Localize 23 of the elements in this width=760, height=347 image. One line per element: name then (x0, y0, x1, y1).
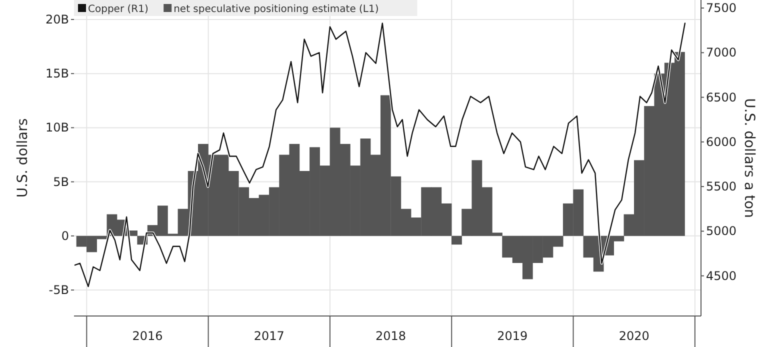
y2-tick-label: 5500 (706, 180, 737, 194)
line-series (74, 22, 686, 288)
x-tick-label: 2017 (254, 329, 284, 343)
y2-tick-label: 7500 (706, 1, 737, 16)
y-tick-label: 20B (45, 12, 69, 26)
x-tick-label: 2018 (376, 329, 406, 343)
y2-tick-label: 6500 (706, 90, 737, 104)
y-tick-label: 15B (45, 66, 69, 81)
x-tick-label: 2016 (132, 329, 163, 343)
y2-tick-label: 4500 (706, 268, 737, 283)
y2-tick-label: 7000 (706, 46, 737, 60)
y2-tick-label: 5000 (706, 224, 737, 238)
x-tick-label: 2019 (497, 329, 528, 343)
y-tick-label: 5B (53, 174, 69, 189)
y-tick-label: 0 (61, 228, 69, 243)
y2-tick-label: 6000 (706, 134, 737, 149)
legend-label: Copper (R1) (88, 4, 148, 15)
x-tick-label: 2020 (618, 329, 650, 343)
legend-label: net speculative positioning estimate (L1) (174, 4, 379, 15)
y-axis-title: U.S. dollars (15, 118, 31, 198)
y-tick-label: 10B (45, 120, 69, 135)
y2-axis-title: U.S. dollars a ton (741, 98, 757, 218)
y-tick-label: -5B (48, 283, 69, 298)
